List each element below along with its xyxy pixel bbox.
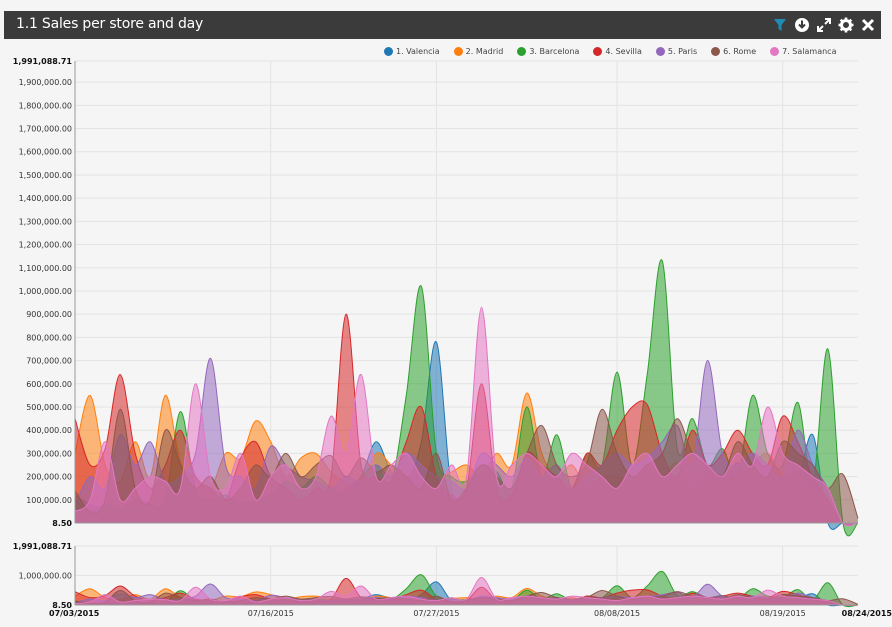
legend-label: 2. Madrid [465, 46, 504, 56]
series-area [75, 307, 858, 526]
x-tick-label: 08/08/2015 [594, 609, 640, 618]
x-tick-label: 07/16/2015 [248, 609, 294, 618]
y-tick-label: 1,900,000.00 [19, 78, 72, 87]
y-tick-label: 1,991,088.71 [13, 57, 73, 66]
y-tick-label: 200,000.00 [26, 473, 72, 482]
x-tick-label: 08/19/2015 [760, 609, 806, 618]
y-tick-label: 500,000.00 [26, 403, 72, 412]
legend-item[interactable]: 3. Barcelona [517, 44, 579, 58]
panel-title: 1.1 Sales per store and day [16, 16, 204, 32]
y-tick-label: 700,000.00 [26, 357, 72, 366]
legend-label: 7. Salamanca [782, 46, 837, 56]
y-tick-label: 1,100,000.00 [19, 264, 72, 273]
y-tick-label: 8.50 [52, 601, 72, 610]
x-start-label: 07/03/2015 [49, 609, 100, 618]
y-tick-label: 300,000.00 [26, 449, 72, 458]
download-icon[interactable] [793, 15, 811, 35]
y-tick-label: 1,600,000.00 [19, 148, 72, 157]
legend-label: 3. Barcelona [529, 46, 580, 56]
x-tick-label: 07/27/2015 [413, 609, 459, 618]
gear-icon[interactable] [837, 15, 855, 35]
y-tick-label: 1,000,000.00 [19, 571, 72, 580]
close-icon[interactable] [859, 15, 877, 35]
legend-label: 1. Valencia [396, 46, 440, 56]
panel-toolbar [771, 15, 877, 35]
y-tick-label: 1,300,000.00 [19, 217, 72, 226]
legend-label: 4. Sevilla [605, 46, 642, 56]
main-chart: 8.50 100,000.00 200,000.00 300,000.00 400,00… [13, 57, 859, 537]
y-tick-label: 1,800,000.00 [19, 101, 72, 110]
legend-item[interactable]: 7. Salamanca [770, 44, 836, 58]
y-tick-label: 1,500,000.00 [19, 171, 72, 180]
chart-panel: 1.1 Sales per store and day 1. Valencia 2… [4, 11, 881, 627]
expand-icon[interactable] [815, 15, 833, 35]
legend-swatch [770, 46, 780, 56]
y-tick-label: 1,700,000.00 [19, 125, 72, 134]
legend-swatch [517, 46, 527, 56]
y-tick-label: 600,000.00 [26, 380, 72, 389]
legend-item[interactable]: 4. Sevilla [593, 44, 642, 58]
legend-swatch [384, 46, 393, 56]
legend-item[interactable]: 1. Valencia [384, 44, 440, 58]
legend-item[interactable]: 2. Madrid [453, 44, 504, 58]
y-tick-label: 400,000.00 [26, 426, 72, 435]
series-area [75, 577, 858, 606]
legend-swatch [655, 46, 665, 56]
legend-item[interactable]: 5. Paris [655, 44, 698, 58]
y-tick-label: 1,991,088.71 [13, 542, 73, 551]
y-tick-label: 1,200,000.00 [19, 241, 72, 250]
legend-item[interactable]: 6. Rome [711, 44, 756, 58]
chart-legend: 1. Valencia 2. Madrid 3. Barcelona 4. Sevil… [384, 44, 850, 58]
x-end-label: 08/24/2015 [842, 609, 892, 618]
y-tick-label: 8.50 [52, 519, 72, 528]
legend-swatch [453, 46, 463, 56]
y-tick-label: 900,000.00 [26, 310, 72, 319]
legend-swatch [593, 46, 603, 56]
series-line [74, 306, 859, 527]
legend-swatch [711, 46, 721, 56]
series-line [74, 576, 859, 606]
filter-icon[interactable] [771, 15, 789, 35]
y-tick-label: 1,400,000.00 [19, 194, 72, 203]
y-tick-label: 800,000.00 [26, 333, 72, 342]
legend-label: 5. Paris [667, 46, 698, 56]
panel-header: 1.1 Sales per store and day [4, 11, 881, 39]
y-tick-label: 1,000,000.00 [19, 287, 72, 296]
y-tick-label: 100,000.00 [26, 496, 72, 505]
overview-chart: 8.50 1,000,000.00 1,991,088.71 07/16/2015 07… [13, 542, 892, 618]
legend-label: 6. Rome [723, 46, 757, 56]
